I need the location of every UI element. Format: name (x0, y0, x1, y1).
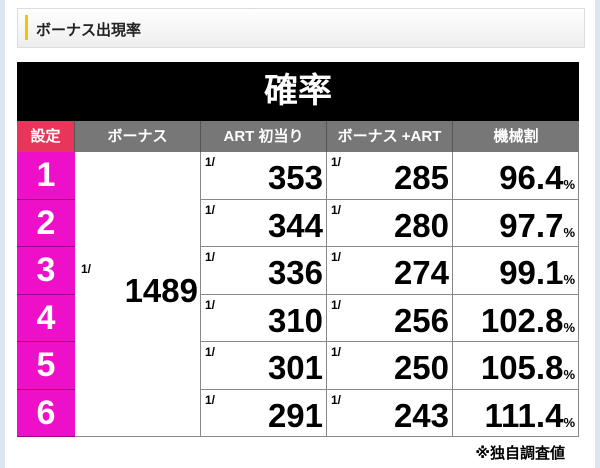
prefix: 1/ (205, 392, 216, 407)
prefix: 1/ (205, 155, 216, 169)
prefix: 1/ (205, 250, 216, 264)
bonus-art-value: 256 (393, 301, 449, 339)
setting-cell: 3 (17, 247, 75, 295)
bonus-art-value: 285 (393, 159, 449, 196)
prefix: 1/ (331, 392, 342, 407)
table-cell-payout: 111.4% (453, 389, 579, 437)
art-value: 301 (267, 349, 323, 386)
table-cell-bonus-art: 1/274 (327, 247, 453, 295)
percent-sign: % (563, 367, 575, 382)
percent-sign: % (563, 224, 575, 240)
bonus-value: 1489 (124, 272, 198, 309)
header-bonus: ボーナス (75, 121, 201, 152)
table-cell-art: 1/291 (201, 389, 327, 437)
payout-value: 105.8 (480, 349, 564, 386)
prefix: 1/ (331, 250, 342, 264)
payout-value: 111.4 (484, 396, 564, 434)
prefix: 1/ (81, 262, 92, 276)
table-title: 確率 (17, 62, 579, 121)
art-value: 344 (267, 206, 323, 244)
header-payout: 機械割 (453, 121, 579, 152)
prefix: 1/ (331, 345, 342, 359)
setting-cell: 2 (17, 199, 75, 247)
table-cell-payout: 105.8% (453, 342, 579, 390)
setting-cell: 5 (17, 342, 75, 390)
prefix: 1/ (331, 155, 342, 169)
bonus-art-value: 280 (393, 206, 449, 244)
percent-sign: % (563, 319, 575, 335)
prefix: 1/ (205, 297, 216, 312)
bonus-art-value: 274 (393, 254, 449, 291)
setting-cell: 6 (17, 389, 75, 437)
art-value: 353 (267, 159, 323, 196)
table-cell-payout: 102.8% (453, 294, 579, 342)
header-bonus-art: ボーナス +ART (327, 121, 453, 152)
prefix: 1/ (331, 297, 342, 312)
table-cell-payout: 96.4% (453, 152, 579, 200)
table-cell-art: 1/301 (201, 342, 327, 390)
section-header: ボーナス出現率 (17, 8, 585, 48)
table-cell-bonus-art: 1/280 (327, 199, 453, 247)
percent-sign: % (563, 414, 575, 430)
bonus-art-value: 243 (393, 396, 449, 434)
table-cell-art: 1/336 (201, 247, 327, 295)
payout-value: 97.7 (499, 206, 564, 244)
payout-value: 102.8 (480, 301, 564, 339)
prefix: 1/ (205, 345, 216, 359)
table-cell-art: 1/344 (201, 199, 327, 247)
art-value: 336 (267, 254, 323, 291)
bonus-cell: 1/ 1489 (75, 152, 201, 437)
art-value: 291 (267, 396, 323, 434)
bonus-art-value: 250 (393, 349, 449, 386)
setting-cell: 1 (17, 152, 75, 200)
payout-value: 99.1 (499, 254, 564, 291)
table-cell-bonus-art: 1/285 (327, 152, 453, 200)
prefix: 1/ (205, 202, 216, 217)
setting-cell: 4 (17, 294, 75, 342)
percent-sign: % (563, 177, 575, 192)
table-cell-art: 1/353 (201, 152, 327, 200)
table-cell-art: 1/310 (201, 294, 327, 342)
prefix: 1/ (331, 202, 342, 217)
table-cell-payout: 97.7% (453, 199, 579, 247)
probability-table: 確率 設定 ボーナス ART 初当り ボーナス +ART 機械割 1/ 1489… (17, 62, 579, 437)
art-value: 310 (267, 301, 323, 339)
section-title: ボーナス出現率 (36, 22, 142, 39)
table-cell-bonus-art: 1/243 (327, 389, 453, 437)
table-cell-bonus-art: 1/256 (327, 294, 453, 342)
accent-bar (25, 15, 28, 40)
header-setting: 設定 (17, 121, 75, 152)
payout-value: 96.4 (499, 159, 564, 196)
footnote: ※独自調査値 (475, 445, 565, 462)
table-cell-bonus-art: 1/250 (327, 342, 453, 390)
percent-sign: % (563, 272, 575, 287)
header-art: ART 初当り (201, 121, 327, 152)
table-cell-payout: 99.1% (453, 247, 579, 295)
